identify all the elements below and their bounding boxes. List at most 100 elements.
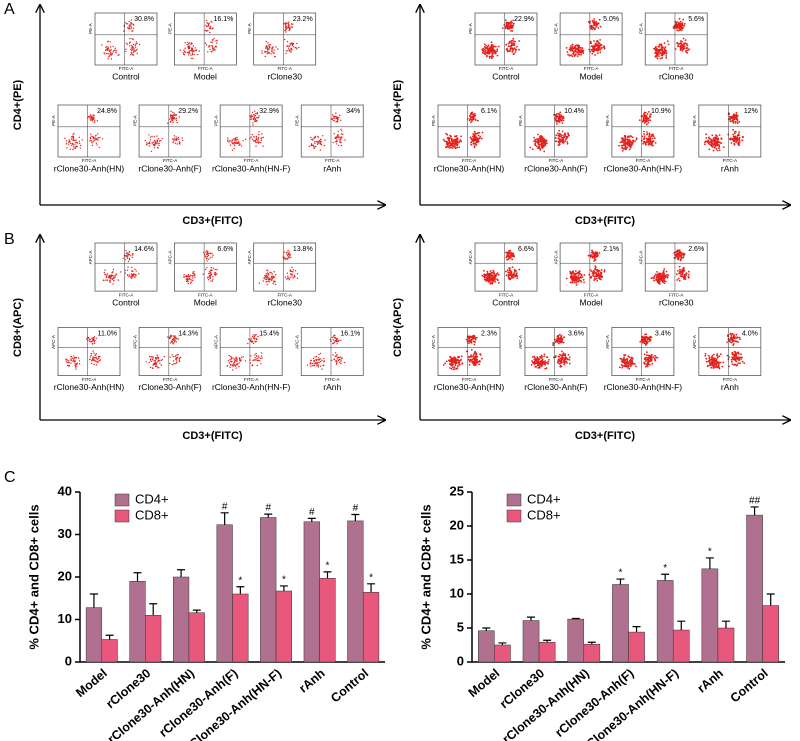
event-dot [539,147,541,150]
event-dot [576,48,578,50]
event-dot [311,364,314,367]
event-dot [231,360,233,362]
event-dot [209,31,211,34]
event-dot [236,360,238,362]
event-dot [661,279,663,282]
event-dot [266,284,268,286]
event-dot [444,140,446,143]
event-dot [662,270,665,272]
event-dot [449,142,452,145]
plot-percent: 13.8% [293,246,313,253]
event-dot [531,148,534,151]
plot-caption: rAnh [721,382,739,392]
event-dot [681,22,684,24]
panel-x-label: CD3+(FITC) [182,215,243,227]
bar [628,631,645,663]
event-dot [682,267,685,269]
event-dot [467,339,470,342]
event-dot [132,45,134,48]
event-dot [240,356,243,359]
error-bar [279,585,288,592]
legend-label: CD8+ [135,507,169,522]
event-dot [331,359,333,361]
event-dot [458,141,460,144]
event-dot [509,255,512,258]
event-dot [497,282,500,284]
event-dot [728,138,731,141]
event-dot [678,265,681,268]
event-dot [635,138,638,141]
event-dot [475,336,478,339]
event-dot [288,255,290,258]
plot-y-label: PE-A [605,115,610,126]
event-dot [316,140,318,143]
event-dot [125,255,127,257]
event-dot [272,283,274,285]
event-dot [93,341,96,343]
event-dot [314,140,316,143]
event-dot [655,54,657,57]
event-dot [133,48,135,50]
event-dot [736,122,739,125]
panel-label: A [4,1,15,18]
event-dot [705,137,708,139]
event-dot [332,343,334,345]
event-dot [540,146,543,149]
event-dot [486,277,488,280]
event-dot [738,140,741,142]
event-dot [213,47,216,49]
event-dot [651,134,653,136]
event-dot [67,365,70,367]
flow-plot [300,104,364,158]
event-dot [113,277,115,279]
event-dot [681,268,684,271]
event-dot [487,275,489,277]
y-tick-label: 0 [65,653,72,668]
event-dot [214,272,216,274]
event-dot [98,360,100,362]
event-dot [643,133,645,135]
event-dot [559,118,562,121]
event-dot [682,37,685,40]
event-dot [625,362,627,365]
event-dot [665,52,668,55]
event-dot [487,48,490,50]
event-dot [173,335,176,338]
plot-x-label: FITC-A [163,377,178,382]
event-dot [267,270,269,272]
event-dot [472,135,474,138]
event-dot [210,267,212,269]
event-dot [167,336,169,338]
event-dot [208,258,210,260]
event-dot [192,277,194,279]
event-dot [235,137,237,139]
plot-y-label: APC-A [247,251,252,265]
event-dot [594,42,597,45]
significance-marker: # [265,503,271,514]
event-dot [131,266,133,269]
event-dot [115,52,117,54]
legend-swatch [114,509,130,523]
flow-plot [57,104,121,158]
plot-percent: 15.4% [259,330,279,337]
event-dot [489,282,492,285]
plot-percent: 16.1% [213,16,233,23]
event-dot [471,120,473,122]
event-dot [70,136,73,138]
event-dot [118,54,120,56]
event-dot [593,275,596,278]
event-dot [251,364,253,367]
event-dot [92,356,94,358]
event-dot [465,350,468,353]
event-dot [453,368,456,371]
significance-marker: # [309,507,315,518]
event-dot [632,141,635,143]
plot-percent: 4.0% [742,330,758,337]
event-dot [76,141,78,144]
event-dot [257,359,259,362]
event-dot [273,52,275,54]
event-dot [678,272,680,275]
event-dot [658,49,660,52]
bar [362,592,380,663]
event-dot [675,22,678,24]
